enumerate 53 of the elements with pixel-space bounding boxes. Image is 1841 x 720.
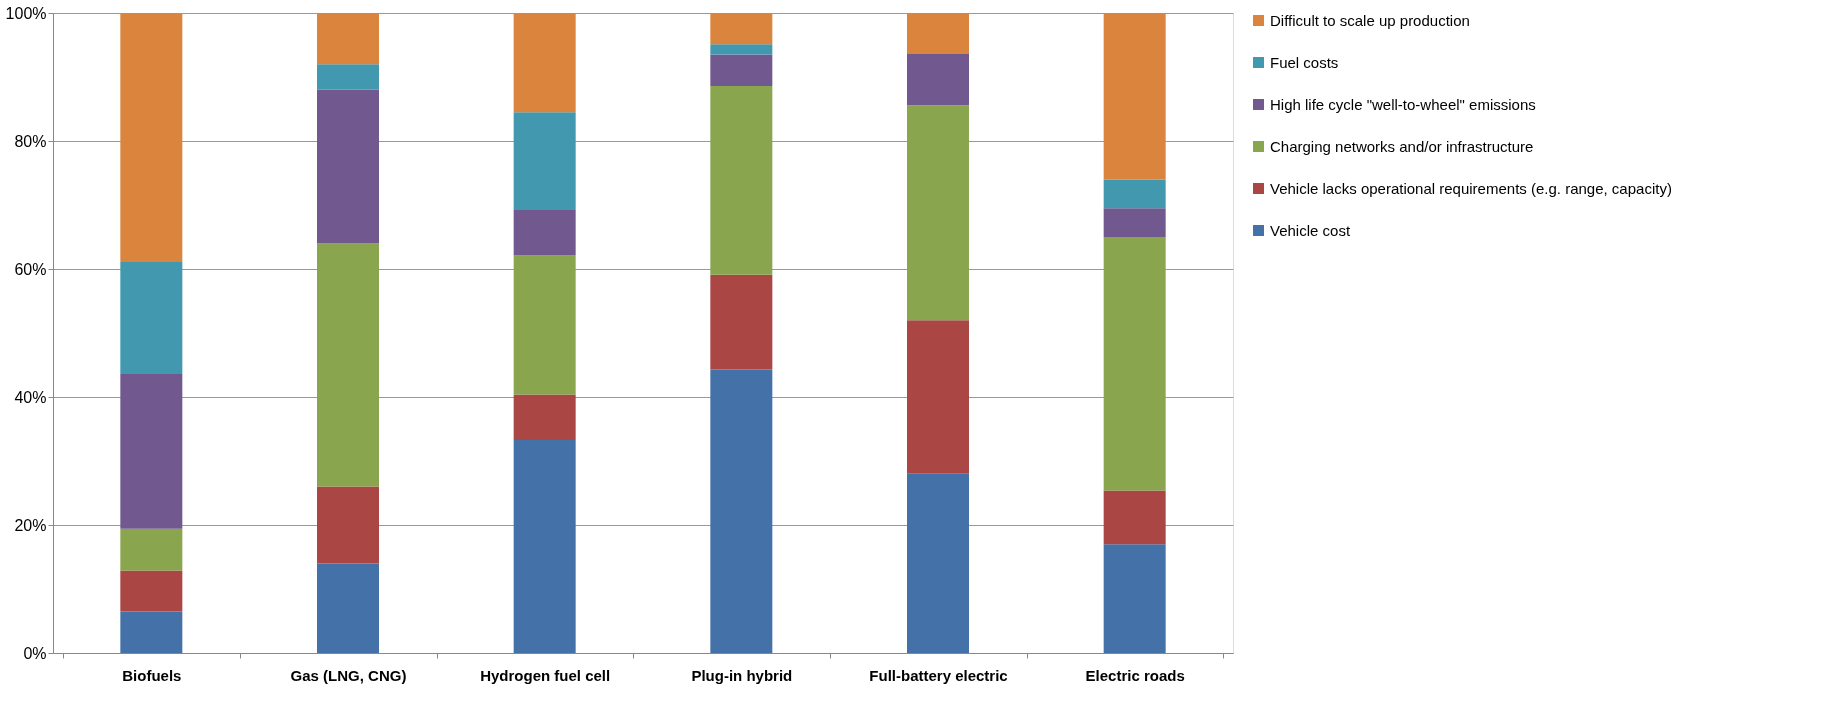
bar xyxy=(513,112,576,211)
x-tick-label: Electric roads xyxy=(1085,666,1185,684)
bar xyxy=(120,528,183,571)
x-tick-label: Hydrogen fuel cell xyxy=(480,666,611,684)
x-tick-label: Gas (LNG, CNG) xyxy=(290,666,407,684)
x-tick-label: Biofuels xyxy=(122,666,182,684)
bar xyxy=(1103,544,1166,653)
bar xyxy=(710,369,773,653)
y-tick-label: 0% xyxy=(23,644,47,662)
legend-label: Difficult to scale up production xyxy=(1270,11,1470,29)
bar xyxy=(513,255,576,395)
legend-label: High life cycle "well-to-wheel" emissions xyxy=(1270,95,1536,113)
bar xyxy=(513,394,576,440)
bar xyxy=(513,13,576,113)
bar xyxy=(710,44,773,55)
bar xyxy=(317,64,379,90)
bar xyxy=(513,439,576,653)
bar xyxy=(710,13,773,45)
y-tick-label: 80% xyxy=(14,132,47,150)
bar xyxy=(317,13,379,65)
bar xyxy=(317,89,379,244)
y-tick-label: 20% xyxy=(14,516,47,534)
bar xyxy=(1103,208,1166,237)
bar xyxy=(1103,490,1166,545)
bar xyxy=(710,54,773,86)
bar xyxy=(317,563,379,653)
bar xyxy=(907,105,969,321)
y-tick-label: 100% xyxy=(5,4,47,22)
bar xyxy=(513,210,576,256)
bar xyxy=(317,243,379,487)
bar xyxy=(710,85,773,275)
y-tick-label: 60% xyxy=(14,260,47,278)
bar xyxy=(317,486,379,564)
y-tick-label: 40% xyxy=(14,388,47,406)
bar xyxy=(907,320,969,474)
legend-label: Vehicle cost xyxy=(1270,221,1351,239)
bar xyxy=(120,373,183,529)
x-tick-label: Full-battery electric xyxy=(869,666,1008,684)
bar xyxy=(710,274,773,370)
bar xyxy=(120,261,183,374)
bar xyxy=(907,473,969,653)
bar xyxy=(120,611,183,653)
bar xyxy=(1103,179,1166,209)
x-tick-label: Plug-in hybrid xyxy=(691,666,793,684)
legend-label: Charging networks and/or infrastructure xyxy=(1270,137,1534,155)
bar xyxy=(1103,237,1166,491)
bar xyxy=(1103,13,1166,180)
bar xyxy=(120,570,183,612)
bar xyxy=(907,13,969,54)
legend-label: Fuel costs xyxy=(1270,53,1339,71)
bar xyxy=(120,13,183,262)
legend-label: Vehicle lacks operational requirements (e.g. range, capacity) xyxy=(1270,179,1672,197)
bar xyxy=(907,53,969,106)
